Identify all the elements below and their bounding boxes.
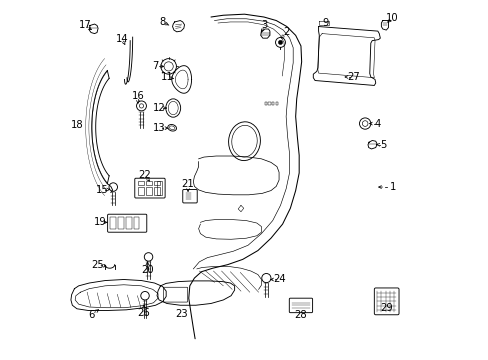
Bar bbox=[146, 187, 152, 195]
Text: 11: 11 bbox=[160, 72, 173, 82]
Text: 6: 6 bbox=[88, 310, 94, 320]
Bar bbox=[110, 217, 116, 229]
Text: 15: 15 bbox=[96, 185, 109, 194]
Bar bbox=[126, 217, 131, 229]
Text: 23: 23 bbox=[175, 309, 188, 319]
Bar bbox=[154, 181, 160, 185]
Text: 9: 9 bbox=[322, 18, 328, 28]
Text: 7: 7 bbox=[152, 62, 159, 71]
Bar bbox=[146, 181, 152, 185]
Text: 3: 3 bbox=[261, 20, 267, 30]
Text: 29: 29 bbox=[379, 303, 392, 313]
Text: 14: 14 bbox=[116, 34, 128, 44]
Text: 28: 28 bbox=[294, 310, 306, 320]
Text: 2: 2 bbox=[283, 27, 289, 37]
Bar bbox=[268, 102, 270, 105]
Circle shape bbox=[278, 40, 282, 45]
Text: 26: 26 bbox=[137, 309, 150, 318]
Bar bbox=[271, 102, 274, 105]
Text: 16: 16 bbox=[131, 91, 144, 102]
Bar bbox=[138, 181, 143, 185]
Bar bbox=[133, 217, 139, 229]
Text: 1: 1 bbox=[389, 182, 395, 192]
Text: 20: 20 bbox=[141, 265, 154, 275]
Text: 12: 12 bbox=[152, 103, 165, 113]
Text: 22: 22 bbox=[139, 170, 151, 180]
Text: 27: 27 bbox=[347, 72, 360, 82]
Text: 17: 17 bbox=[79, 21, 91, 31]
Text: 19: 19 bbox=[94, 217, 107, 227]
Text: 21: 21 bbox=[182, 179, 194, 189]
Text: 24: 24 bbox=[272, 274, 285, 284]
Bar bbox=[154, 187, 160, 195]
Bar bbox=[138, 187, 143, 195]
Text: 8: 8 bbox=[159, 17, 165, 27]
Text: 25: 25 bbox=[92, 260, 104, 270]
Text: 4: 4 bbox=[374, 118, 380, 129]
Text: 10: 10 bbox=[386, 13, 398, 23]
Bar bbox=[264, 102, 266, 105]
Bar bbox=[275, 102, 277, 105]
Bar bbox=[118, 217, 123, 229]
Text: 13: 13 bbox=[152, 123, 165, 133]
Bar bbox=[157, 181, 162, 195]
Text: 5: 5 bbox=[380, 140, 386, 150]
Text: 18: 18 bbox=[70, 120, 83, 130]
